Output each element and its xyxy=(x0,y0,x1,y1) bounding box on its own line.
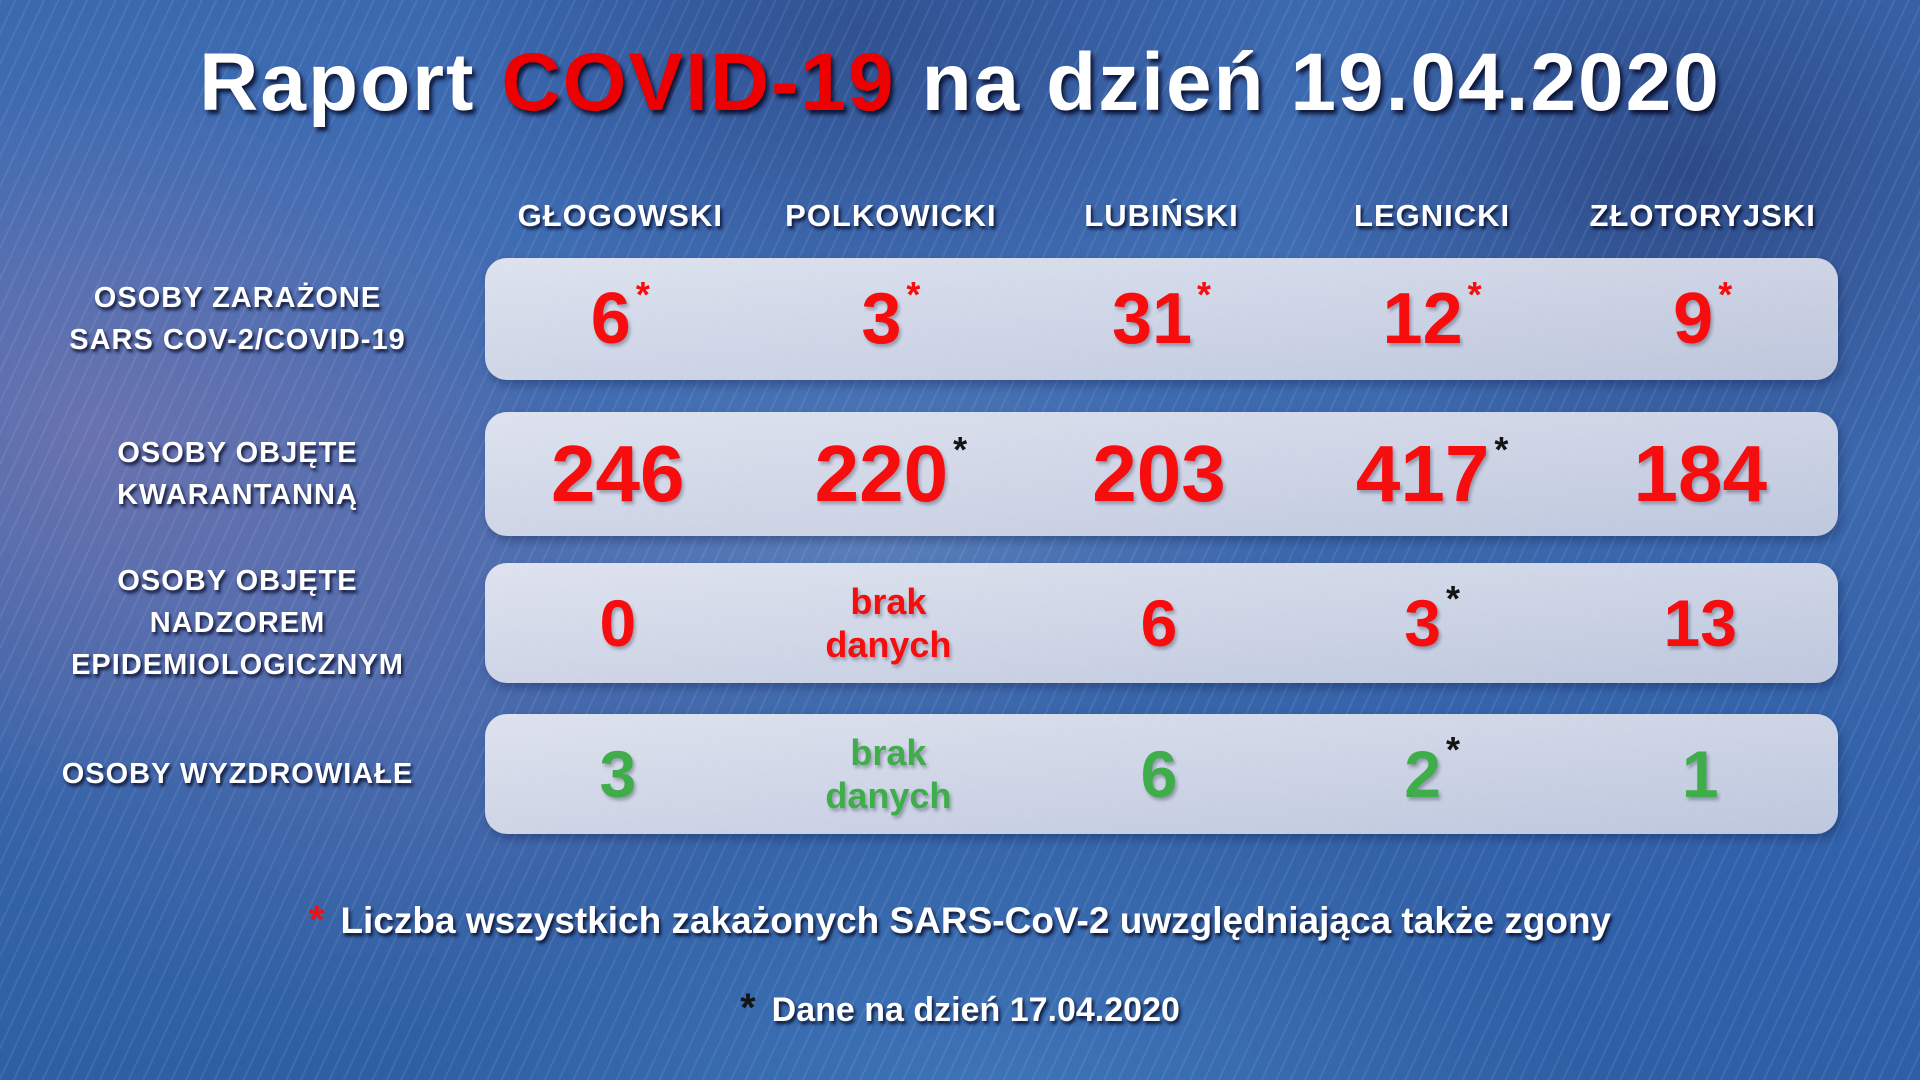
table-cell: 2 * xyxy=(1297,714,1568,834)
footnote-asterisk-black: * xyxy=(740,986,756,1030)
cell-value: 417 xyxy=(1355,429,1490,518)
column-header-row: GŁOGOWSKI POLKOWICKI LUBIŃSKI LEGNICKI Z… xyxy=(485,192,1838,240)
asterisk-marker: * xyxy=(1445,578,1460,619)
asterisk-marker: * xyxy=(953,429,968,470)
cell-value: 13 xyxy=(1663,586,1737,660)
cell-value-no-data: brak danych xyxy=(825,580,952,665)
cell-value: 0 xyxy=(599,586,637,660)
title-covid-highlight: COVID-19 xyxy=(501,37,896,128)
table-cell: 184 xyxy=(1567,412,1838,536)
table-cell: 6 xyxy=(1026,714,1297,834)
row-label-surveillance: OSOBY OBJĘTE NADZOREM EPIDEMIOLOGICZNYM xyxy=(71,564,404,682)
footnote-asterisk-red: * xyxy=(308,898,325,942)
data-bar-quarantine: 246 220 * 203 417 * 184 xyxy=(485,412,1838,536)
footnote-text: Liczba wszystkich zakażonych SARS-CoV-2 … xyxy=(340,900,1612,941)
cell-value-no-data: brak danych xyxy=(825,731,952,816)
column-header-lubinski: LUBIŃSKI xyxy=(1084,198,1239,233)
column-header-polkowicki: POLKOWICKI xyxy=(785,198,997,233)
table-cell: 220 * xyxy=(756,412,1027,536)
table-cell: 6 * xyxy=(485,258,756,380)
row-label-infected: OSOBY ZARAŻONE SARS COV-2/COVID-19 xyxy=(69,281,406,356)
asterisk-marker: * xyxy=(1494,429,1509,470)
cell-value: 12 xyxy=(1382,279,1463,359)
cell-value: 6 xyxy=(1140,586,1178,660)
data-bar-infected: 6 * 3 * 31 * 12 * 9 * xyxy=(485,258,1838,380)
table-cell: brak danych xyxy=(756,714,1027,834)
cell-value: 3 xyxy=(861,279,902,359)
table-cell: 3 xyxy=(485,714,756,834)
cell-value: 6 xyxy=(590,279,631,359)
cell-value: 3 xyxy=(1404,586,1441,660)
asterisk-marker: * xyxy=(1467,274,1482,315)
asterisk-marker: * xyxy=(635,274,650,315)
cell-value: 220 xyxy=(814,429,949,518)
table-cell: 0 xyxy=(485,563,756,683)
asterisk-marker: * xyxy=(906,274,921,315)
table-cell: 13 xyxy=(1567,563,1838,683)
cell-value: 6 xyxy=(1140,737,1178,811)
cell-value: 2 xyxy=(1404,737,1441,811)
table-cell: 6 xyxy=(1026,563,1297,683)
cell-value: 9 xyxy=(1673,279,1714,359)
column-header-glogowski: GŁOGOWSKI xyxy=(517,198,723,233)
cell-value: 246 xyxy=(551,429,685,518)
row-label-quarantine: OSOBY OBJĘTE KWARANTANNĄ xyxy=(117,436,358,511)
table-cell: 12 * xyxy=(1297,258,1568,380)
cell-value: 1 xyxy=(1681,737,1719,811)
data-bar-surveillance: 0 brak danych 6 3 * 13 xyxy=(485,563,1838,683)
footnote-data-as-of: * Dane na dzień 17.04.2020 xyxy=(0,986,1920,1031)
column-header-zlotoryjski: ZŁOTORYJSKI xyxy=(1589,198,1816,233)
title-prefix: Raport xyxy=(199,37,476,128)
footnote-total-including-deaths: * Liczba wszystkich zakażonych SARS-CoV-… xyxy=(0,898,1920,943)
asterisk-marker: * xyxy=(1445,729,1460,770)
title-date: na dzień 19.04.2020 xyxy=(921,37,1721,128)
row-label-recovered: OSOBY WYZDROWIAŁE xyxy=(61,757,414,790)
page-title: Raport COVID-19 na dzień 19.04.2020 xyxy=(0,36,1920,130)
table-cell: 417 * xyxy=(1297,412,1568,536)
table-cell: brak danych xyxy=(756,563,1027,683)
asterisk-marker: * xyxy=(1197,274,1212,315)
table-cell: 203 xyxy=(1026,412,1297,536)
table-cell: 246 xyxy=(485,412,756,536)
column-header-legnicki: LEGNICKI xyxy=(1354,198,1511,233)
table-cell: 3 * xyxy=(1297,563,1568,683)
data-bar-recovered: 3 brak danych 6 2 * 1 xyxy=(485,714,1838,834)
table-cell: 3 * xyxy=(756,258,1027,380)
cell-value: 184 xyxy=(1633,429,1767,518)
cell-value: 31 xyxy=(1111,279,1193,359)
table-cell: 9 * xyxy=(1567,258,1838,380)
footnote-text: Dane na dzień 17.04.2020 xyxy=(771,991,1180,1029)
cell-value: 203 xyxy=(1092,429,1226,518)
table-cell: 1 xyxy=(1567,714,1838,834)
cell-value: 3 xyxy=(599,737,637,811)
table-cell: 31 * xyxy=(1026,258,1297,380)
asterisk-marker: * xyxy=(1718,274,1733,315)
